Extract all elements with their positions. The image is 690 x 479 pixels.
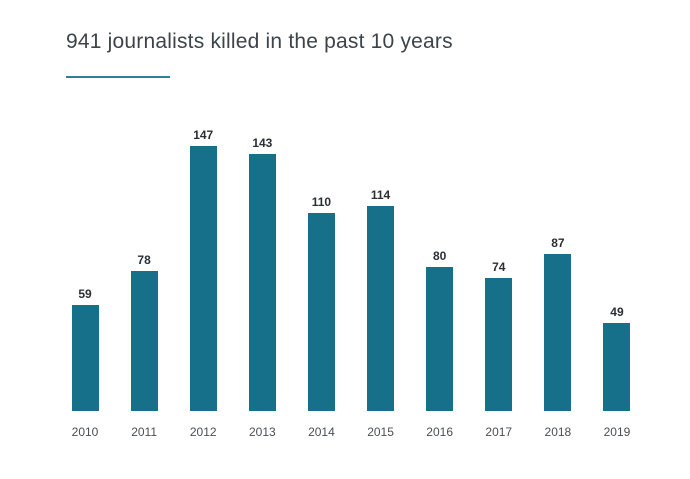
x-tick-label: 2018 [544,425,572,439]
bars-row: 59 78 147 143 110 114 80 74 87 49 [62,118,640,411]
bar-group: 87 [535,118,581,411]
bar-value-label: 143 [252,136,273,150]
x-tick-label: 2010 [71,425,99,439]
bar [130,271,158,411]
bar-value-label: 59 [78,287,92,301]
bar-value-label: 87 [551,236,565,250]
bar-value-label: 78 [137,253,151,267]
chart-title: 941 journalists killed in the past 10 ye… [66,30,453,53]
bar-group: 80 [417,118,463,411]
bar [307,213,335,411]
bar-value-label: 147 [193,128,214,142]
x-tick-label: 2014 [308,425,335,439]
x-tick-label: 2013 [248,425,276,439]
bar-group: 143 [239,118,285,411]
x-tick-label: 2017 [485,425,513,439]
x-tick-label: 2016 [426,425,453,439]
bar-value-label: 110 [311,195,332,209]
x-tick-label: 2011 [131,425,158,439]
bar-value-label: 49 [610,305,624,319]
bar-group: 110 [298,118,344,411]
bar [426,267,454,411]
bar [485,278,513,411]
bar-group: 49 [594,118,640,411]
bar [71,305,99,411]
x-axis-ticks: 2010 2011 2012 2013 2014 2015 2016 2017 2018 2019 [62,425,640,439]
bar [189,146,217,411]
bar-group: 74 [476,118,522,411]
bar-value-label: 114 [370,188,391,202]
bar-group: 114 [358,118,404,411]
bar-group: 78 [121,118,167,411]
bar [544,254,572,411]
x-tick-label: 2019 [603,425,631,439]
title-underline-accent [66,76,170,78]
bar-group: 147 [180,118,226,411]
bar [603,323,631,411]
bar-group: 59 [62,118,108,411]
x-tick-label: 2012 [189,425,217,439]
bar [367,206,395,411]
bar-value-label: 74 [492,260,506,274]
bar-value-label: 80 [432,249,447,263]
bar-chart: 59 78 147 143 110 114 80 74 87 49 2010 2011 2012 201… [62,118,640,439]
bar [248,154,276,411]
x-tick-label: 2015 [367,425,394,439]
